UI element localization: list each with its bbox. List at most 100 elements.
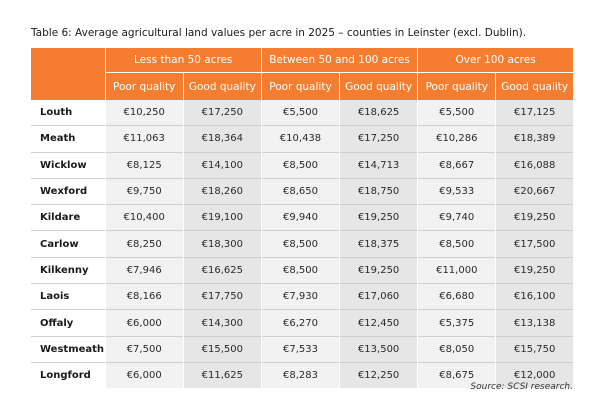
good-quality-value: €14,100: [182, 151, 262, 179]
poor-quality-value: €9,750: [104, 177, 184, 205]
good-quality-value: €17,500: [495, 230, 573, 258]
county-header-cell: [31, 48, 106, 100]
good-quality-value: €12,250: [339, 361, 418, 389]
county-name: Carlow: [31, 230, 106, 258]
good-quality-value: €16,625: [182, 256, 262, 284]
good-quality-value: €18,375: [339, 230, 418, 258]
poor-quality-value: €7,500: [104, 335, 184, 363]
poor-quality-value: €8,500: [260, 151, 340, 179]
poor-quality-value: €8,500: [260, 230, 340, 258]
poor-quality-value: €5,500: [417, 100, 496, 126]
table-title: Table 6: Average agricultural land value…: [31, 27, 527, 39]
group-header: Over 100 acres: [417, 48, 573, 73]
poor-quality-value: €11,000: [417, 256, 496, 284]
poor-quality-value: €10,438: [260, 125, 340, 153]
group-header-row: Less than 50 acres Between 50 and 100 ac…: [31, 48, 573, 100]
poor-quality-value: €6,000: [104, 309, 184, 337]
good-quality-value: €20,667: [495, 177, 573, 205]
poor-quality-value: €9,740: [417, 204, 496, 231]
poor-quality-value: €6,680: [417, 283, 496, 310]
county-name: Louth: [31, 100, 106, 126]
poor-quality-value: €8,667: [417, 151, 496, 179]
county-name: Kildare: [31, 204, 106, 231]
good-quality-value: €14,300: [182, 309, 262, 337]
good-quality-value: €19,250: [339, 204, 418, 231]
good-quality-value: €17,125: [495, 100, 573, 126]
good-quality-value: €14,713: [339, 151, 418, 179]
poor-quality-value: €11,063: [104, 125, 184, 153]
good-quality-value: €18,260: [182, 177, 262, 205]
poor-quality-value: €7,946: [104, 256, 184, 284]
table-row: Carlow €8,250 €18,300 €8,500 €18,375 €8,500 €1…: [31, 230, 573, 258]
good-quality-value: €19,250: [495, 256, 573, 284]
poor-quality-value: €9,940: [260, 204, 340, 231]
land-values-table: Less than 50 acres Between 50 and 100 ac…: [31, 48, 573, 389]
poor-quality-value: €10,286: [417, 125, 496, 153]
good-quality-value: €17,060: [339, 283, 418, 310]
poor-quality-value: €8,675: [417, 361, 496, 389]
good-quality-value: €18,389: [495, 125, 573, 153]
good-quality-value: €13,500: [339, 335, 418, 363]
table-row: Wicklow €8,125 €14,100 €8,500 €14,713 €8,667 €…: [31, 151, 573, 179]
good-quality-value: €15,500: [182, 335, 262, 363]
county-name: Wexford: [31, 177, 106, 205]
good-quality-value: €19,250: [495, 204, 573, 231]
good-quality-value: €16,100: [495, 283, 573, 310]
poor-quality-value: €8,250: [104, 230, 184, 258]
source-note: Source: SCSI research.: [470, 382, 573, 392]
table-row: Longford €6,000 €11,625 €8,283 €12,250 €8,675…: [31, 361, 573, 389]
good-quality-value: €12,000: [495, 361, 573, 389]
good-quality-value: €11,625: [182, 361, 262, 389]
poor-quality-value: €6,270: [260, 309, 340, 337]
good-quality-value: €19,100: [182, 204, 262, 231]
good-quality-value: €18,300: [182, 230, 262, 258]
poor-quality-value: €9,533: [417, 177, 496, 205]
poor-quality-value: €5,500: [260, 100, 340, 126]
poor-quality-value: €10,250: [104, 100, 184, 126]
sub-header-row: Poor quality Good quality Poor quality G…: [31, 72, 573, 100]
poor-quality-value: €7,930: [260, 283, 340, 310]
poor-quality-value: €6,000: [104, 361, 184, 389]
sub-header: Poor quality: [260, 72, 340, 100]
poor-quality-value: €7,533: [260, 335, 340, 363]
poor-quality-value: €8,500: [260, 256, 340, 284]
good-quality-value: €18,625: [339, 100, 418, 126]
good-quality-value: €17,750: [182, 283, 262, 310]
table-row: Kildare €10,400 €19,100 €9,940 €19,250 €9,740…: [31, 204, 573, 231]
good-quality-value: €17,250: [339, 125, 418, 153]
table-row: Laois €8,166 €17,750 €7,930 €17,060 €6,680 €16…: [31, 283, 573, 310]
poor-quality-value: €10,400: [104, 204, 184, 231]
good-quality-value: €16,088: [495, 151, 573, 179]
county-name: Westmeath: [31, 335, 106, 363]
good-quality-value: €13,138: [495, 309, 573, 337]
good-quality-value: €17,250: [182, 100, 262, 126]
table-row: Westmeath €7,500 €15,500 €7,533 €13,500 €8,05…: [31, 335, 573, 363]
table-body: Louth €10,250 €17,250 €5,500 €18,625 €5,500 €1…: [31, 100, 573, 389]
sub-header: Poor quality: [417, 72, 496, 100]
county-name: Meath: [31, 125, 106, 153]
good-quality-value: €12,450: [339, 309, 418, 337]
good-quality-value: €19,250: [339, 256, 418, 284]
good-quality-value: €15,750: [495, 335, 573, 363]
poor-quality-value: €8,283: [260, 361, 340, 389]
group-header: Between 50 and 100 acres: [260, 48, 418, 73]
poor-quality-value: €8,500: [417, 230, 496, 258]
county-name: Wicklow: [31, 151, 106, 179]
table-row: Louth €10,250 €17,250 €5,500 €18,625 €5,500 €1…: [31, 100, 573, 126]
poor-quality-value: €8,166: [104, 283, 184, 310]
county-name: Offaly: [31, 309, 106, 337]
table-row: Kilkenny €7,946 €16,625 €8,500 €19,250 €11,00…: [31, 256, 573, 284]
poor-quality-value: €8,050: [417, 335, 496, 363]
group-header: Less than 50 acres: [104, 48, 262, 73]
table-row: Wexford €9,750 €18,260 €8,650 €18,750 €9,533 €…: [31, 177, 573, 205]
good-quality-value: €18,750: [339, 177, 418, 205]
sub-header: Good quality: [339, 72, 418, 100]
table-row: Meath €11,063 €18,364 €10,438 €17,250 €10,286…: [31, 125, 573, 153]
poor-quality-value: €8,125: [104, 151, 184, 179]
county-name: Longford: [31, 361, 106, 389]
poor-quality-value: €5,375: [417, 309, 496, 337]
sub-header: Good quality: [182, 72, 262, 100]
poor-quality-value: €8,650: [260, 177, 340, 205]
good-quality-value: €18,364: [182, 125, 262, 153]
